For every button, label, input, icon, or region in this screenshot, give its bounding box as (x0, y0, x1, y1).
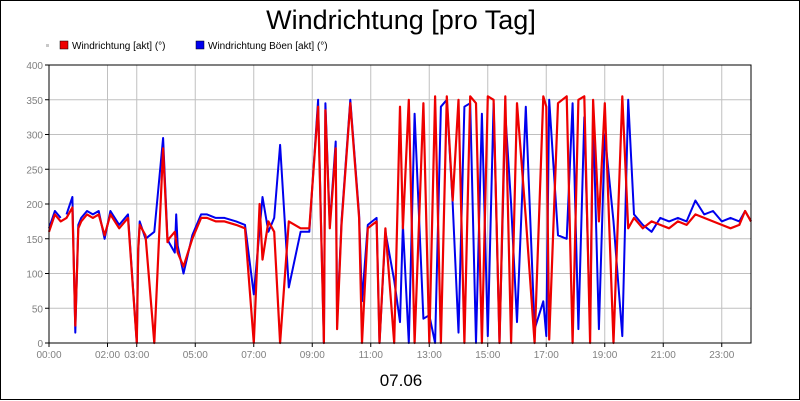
x-tick-label: 07:00 (241, 350, 266, 361)
x-tick-label: 23:00 (709, 350, 734, 361)
x-tick-label: 13:00 (417, 350, 442, 361)
legend-swatch-windrichtung-boeen (195, 40, 205, 50)
y-tick-label: 400 (26, 61, 43, 72)
x-tick-label: 19:00 (592, 350, 617, 361)
x-tick-label: 03:00 (124, 350, 149, 361)
legend-label-windrichtung: Windrichtung [akt] (°) (72, 41, 165, 52)
y-axis-ticks: 0 50 100 150 200 250 300 350 400 (26, 61, 49, 350)
y-tick-label: 300 (26, 131, 43, 142)
series-layer (47, 95, 752, 345)
chart-title: Windrichtung [pro Tag] (266, 5, 536, 35)
legend-marker (46, 44, 49, 47)
y-tick-label: 350 (26, 96, 43, 107)
x-tick-label: 15:00 (475, 350, 500, 361)
legend-swatch-windrichtung (59, 40, 69, 50)
y-tick-label: 100 (26, 270, 43, 281)
y-tick-label: 150 (26, 235, 43, 246)
x-tick-label: 05:00 (183, 350, 208, 361)
y-tick-label: 50 (32, 304, 44, 315)
x-axis-ticks: 00:00 02:00 03:00 05:00 07:00 09:00 11:00 13:00… (36, 343, 735, 361)
x-tick-label: 09:00 (300, 350, 325, 361)
y-tick-label: 250 (26, 165, 43, 176)
legend: Windrichtung [akt] (°) Windrichtung Böen… (46, 40, 328, 52)
legend-label-windrichtung-boeen: Windrichtung Böen [akt] (°) (208, 41, 328, 52)
x-tick-label: 17:00 (534, 350, 559, 361)
y-tick-label: 0 (37, 339, 43, 350)
x-axis-date-label: 07.06 (380, 371, 423, 390)
y-tick-label: 200 (26, 200, 43, 211)
x-tick-label: 02:00 (95, 350, 120, 361)
x-tick-label: 11:00 (359, 350, 384, 361)
x-tick-label: 00:00 (36, 350, 61, 361)
plot-border (48, 64, 752, 344)
series-line-windrichtung (47, 95, 752, 345)
x-tick-label: 21:00 (651, 350, 676, 361)
